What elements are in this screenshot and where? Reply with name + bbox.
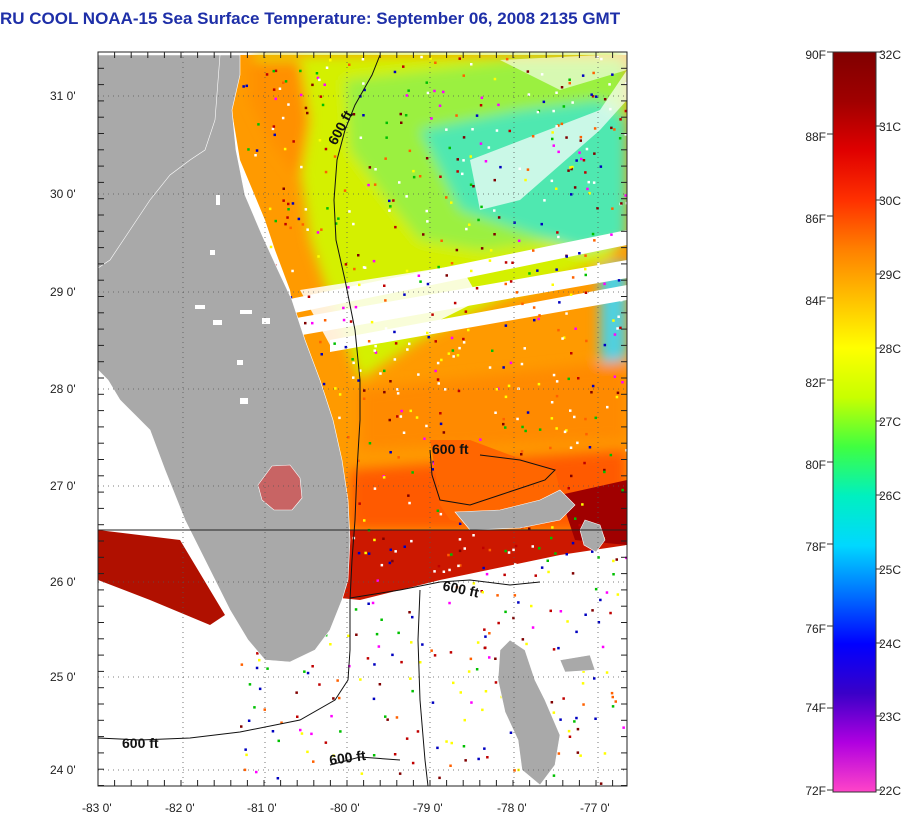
lat-axis: 31 0' 30 0' 29 0' 28 0' 27 0' 26 0' 25 0…	[50, 89, 76, 777]
c-label: 28C	[879, 342, 901, 356]
lon-tick-label: -79 0'	[413, 801, 443, 815]
lon-tick-label: -83 0'	[82, 801, 112, 815]
isobath-label: 600 ft	[441, 577, 480, 600]
f-label: 78F	[805, 540, 826, 554]
lat-tick-label: 28 0'	[50, 382, 76, 396]
isobath-label: 600 ft	[122, 735, 159, 751]
isobath-label: 600 ft	[328, 747, 367, 768]
f-label: 82F	[805, 376, 826, 390]
isobath-600ft	[98, 54, 556, 786]
lon-tick-label: -77 0'	[580, 801, 610, 815]
cloud-cover	[285, 55, 627, 690]
f-label: 74F	[805, 701, 826, 715]
f-label: 76F	[805, 622, 826, 636]
frame-ticks	[97, 51, 627, 786]
lat-tick-label: 29 0'	[50, 285, 76, 299]
f-label: 90F	[805, 48, 826, 62]
c-label: 24C	[879, 637, 901, 651]
c-label: 32C	[879, 48, 901, 62]
lat-tick-label: 30 0'	[50, 187, 76, 201]
colorbar-c-labels: 32C 31C 30C 29C 28C 27C 26C 25C 24C 23C …	[879, 48, 901, 798]
lat-tick-label: 27 0'	[50, 479, 76, 493]
f-label: 72F	[805, 784, 826, 798]
colorbar-gradient	[832, 51, 877, 793]
colorbar-ticks	[827, 51, 882, 791]
lon-tick-label: -78 0'	[497, 801, 527, 815]
c-label: 31C	[879, 120, 901, 134]
lon-tick-label: -80 0'	[330, 801, 360, 815]
f-label: 84F	[805, 294, 826, 308]
lon-tick-label: -82 0'	[165, 801, 195, 815]
plot-area: 600 ft 600 ft 600 ft 600 ft 600 ft	[98, 52, 627, 786]
f-label: 86F	[805, 212, 826, 226]
lat-tick-label: 26 0'	[50, 575, 76, 589]
colorbar-f-labels: 90F 88F 86F 84F 82F 80F 78F 76F 74F 72F	[805, 48, 826, 798]
plot-frame	[97, 51, 628, 787]
c-label: 27C	[879, 415, 901, 429]
c-label: 30C	[879, 194, 901, 208]
colorbar: 90F 88F 86F 84F 82F 80F 78F 76F 74F 72F …	[805, 48, 901, 798]
lat-tick-label: 24 0'	[50, 763, 76, 777]
inland-water	[195, 195, 270, 404]
lat-tick-label: 31 0'	[50, 89, 76, 103]
lat-tick-label: 25 0'	[50, 670, 76, 684]
land	[98, 54, 606, 786]
c-label: 29C	[879, 268, 901, 282]
c-label: 25C	[879, 563, 901, 577]
lon-axis: -83 0' -82 0' -81 0' -80 0' -79 0' -78 0…	[82, 801, 610, 815]
f-label: 88F	[805, 130, 826, 144]
map-title: RU COOL NOAA-15 Sea Surface Temperature:…	[0, 9, 621, 28]
c-label: 26C	[879, 489, 901, 503]
isobath-label: 600 ft	[432, 441, 469, 457]
lon-tick-label: -81 0'	[247, 801, 277, 815]
c-label: 22C	[879, 784, 901, 798]
c-label: 23C	[879, 710, 901, 724]
f-label: 80F	[805, 458, 826, 472]
